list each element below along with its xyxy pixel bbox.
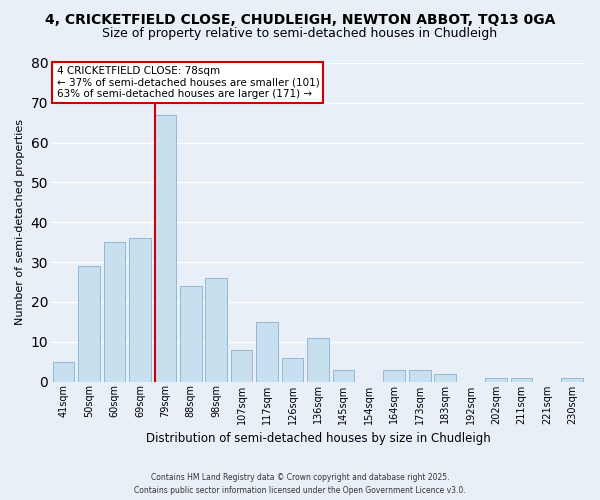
Bar (129, 238, 151, 382)
Bar (104, 242, 125, 382)
Bar (155, 115, 176, 382)
Text: Contains HM Land Registry data © Crown copyright and database right 2025.
Contai: Contains HM Land Registry data © Crown c… (134, 473, 466, 495)
Bar (282, 358, 304, 382)
Bar (383, 370, 405, 382)
Y-axis label: Number of semi-detached properties: Number of semi-detached properties (15, 120, 25, 326)
Bar (434, 374, 456, 382)
Bar (256, 322, 278, 382)
Bar (78, 266, 100, 382)
Bar (231, 350, 253, 382)
Bar (205, 278, 227, 382)
Bar (562, 378, 583, 382)
Text: 4, CRICKETFIELD CLOSE, CHUDLEIGH, NEWTON ABBOT, TQ13 0GA: 4, CRICKETFIELD CLOSE, CHUDLEIGH, NEWTON… (45, 12, 555, 26)
Bar (485, 378, 507, 382)
Bar (53, 362, 74, 382)
Text: Size of property relative to semi-detached houses in Chudleigh: Size of property relative to semi-detach… (103, 28, 497, 40)
Text: 4 CRICKETFIELD CLOSE: 78sqm
← 37% of semi-detached houses are smaller (101)
63% : 4 CRICKETFIELD CLOSE: 78sqm ← 37% of sem… (56, 66, 319, 99)
Bar (511, 378, 532, 382)
Bar (307, 338, 329, 382)
Bar (332, 370, 354, 382)
Bar (180, 286, 202, 382)
X-axis label: Distribution of semi-detached houses by size in Chudleigh: Distribution of semi-detached houses by … (146, 432, 490, 445)
Bar (409, 370, 431, 382)
